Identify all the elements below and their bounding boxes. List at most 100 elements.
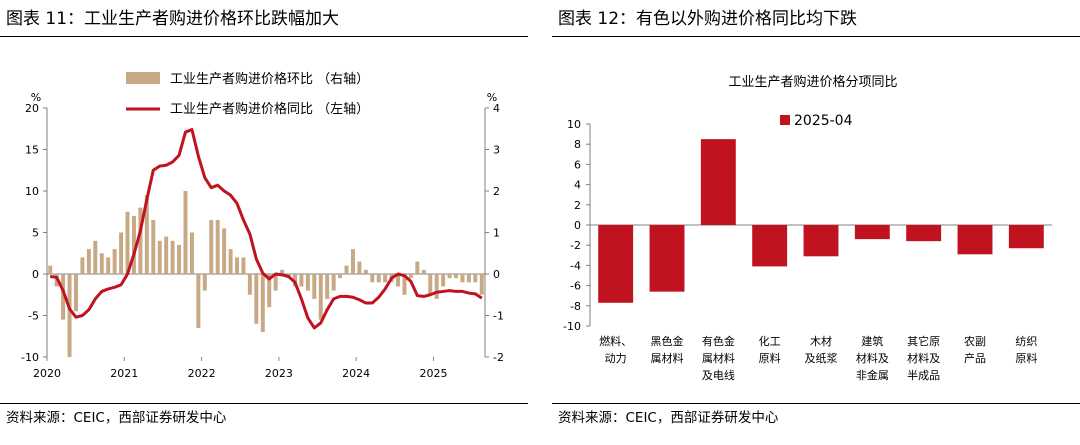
right-tick-label: 3	[493, 144, 500, 157]
category-label: 木材	[810, 334, 832, 348]
mom-bar	[80, 257, 85, 274]
legend-line-label: 工业生产者购进价格同比 （左轴）	[170, 101, 369, 117]
mom-bar	[479, 274, 484, 295]
left-tick-label: 20	[25, 102, 39, 115]
category-label: 属材料	[702, 351, 735, 365]
y-tick-label: -8	[570, 300, 581, 313]
category-label: 非金属	[856, 368, 889, 382]
mom-bar	[106, 257, 111, 274]
yoy-line	[50, 128, 483, 330]
mom-bar	[260, 274, 265, 333]
mom-bar	[189, 232, 194, 274]
figure-11-header-rule	[0, 36, 528, 37]
mom-bar	[215, 220, 220, 274]
mom-bar	[131, 215, 136, 274]
figure-12-header-rule	[552, 36, 1080, 37]
right-tick-label: 1	[493, 227, 500, 240]
y-tick-label: 2	[574, 199, 581, 212]
mom-bar	[376, 274, 381, 283]
mom-bar	[338, 274, 343, 279]
mom-bar	[280, 269, 285, 274]
mom-bar	[370, 274, 375, 283]
mom-bar	[415, 261, 420, 274]
mom-bar	[222, 228, 227, 274]
left-tick-label: -10	[21, 351, 39, 364]
category-bar	[854, 225, 890, 240]
mom-bar	[344, 265, 349, 274]
left-tick-label: 0	[32, 268, 39, 281]
category-bar	[906, 225, 942, 242]
mom-bar	[202, 274, 207, 291]
mom-bar	[408, 274, 413, 279]
mom-bar	[151, 220, 156, 274]
figure-12-header: 图表 12：有色以外购进价格同比均下跌	[558, 9, 858, 29]
right-tick-label: -1	[493, 310, 504, 323]
x-tick-label: 2025	[419, 367, 447, 380]
mom-bar	[357, 261, 362, 274]
legend-bar-swatch	[126, 72, 160, 84]
right-tick-label: 0	[493, 268, 500, 281]
figure-12-source-rule	[552, 403, 1080, 404]
mom-bar	[235, 257, 240, 274]
mom-bar	[144, 195, 149, 274]
category-label: 及纸浆	[805, 351, 838, 365]
category-label: 农副	[964, 334, 986, 348]
category-bar	[957, 225, 993, 255]
figure-11-source-rule	[0, 403, 528, 404]
mom-bar	[447, 274, 452, 279]
mom-bar	[61, 274, 66, 320]
category-label: 原料	[1015, 351, 1037, 365]
right-tick-label: -2	[493, 351, 504, 364]
mom-bar	[48, 265, 53, 274]
category-bar	[649, 225, 685, 292]
category-label: 产品	[964, 351, 986, 365]
mom-bar	[254, 274, 259, 324]
left-tick-label: 10	[25, 185, 39, 198]
mom-bar	[396, 274, 401, 287]
y-tick-label: 10	[567, 118, 581, 131]
mom-bar	[305, 274, 310, 291]
legend-bar-label: 工业生产者购进价格环比 （右轴）	[170, 71, 369, 87]
x-tick-label: 2023	[265, 367, 293, 380]
figure-12-source: 资料来源：CEIC，西部证券研发中心	[558, 410, 779, 426]
left-tick-label: 5	[32, 227, 39, 240]
category-bar	[598, 225, 634, 303]
mom-bar	[441, 274, 446, 287]
mom-bar	[196, 274, 201, 328]
y-tick-label: -10	[563, 320, 581, 333]
mom-bar	[299, 274, 304, 287]
mom-bar	[157, 240, 162, 274]
category-label: 材料及	[907, 351, 940, 365]
mom-bar	[383, 274, 388, 283]
category-label: 及电线	[702, 368, 735, 382]
x-tick-label: 2021	[110, 367, 138, 380]
y-tick-label: -6	[570, 280, 581, 293]
category-label: 化工	[759, 334, 781, 348]
mom-bar	[454, 274, 459, 279]
mom-bar	[350, 249, 355, 274]
figure-12-chart: 工业生产者购进价格分项同比 2025-04 -10 -8 -6 -4 -2 0 2 4 6 8 10 燃料…	[563, 74, 1052, 382]
mom-bar	[312, 274, 317, 299]
figure-11-source: 资料来源：CEIC，西部证券研发中心	[6, 410, 227, 426]
left-tick-label: 15	[25, 144, 39, 157]
category-label: 黑色金	[651, 334, 684, 348]
mom-bar	[241, 257, 246, 274]
left-tick-label: -5	[28, 310, 39, 323]
mom-bar	[434, 274, 439, 299]
mom-bar	[164, 236, 169, 274]
mom-bar	[292, 274, 297, 287]
mom-bar	[466, 274, 471, 283]
chart-title: 工业生产者购进价格分项同比	[728, 74, 897, 90]
category-label: 有色金	[702, 334, 735, 348]
y-tick-label: 4	[574, 179, 581, 192]
category-label: 半成品	[907, 368, 940, 382]
mom-bar	[402, 274, 407, 295]
mom-bar	[170, 240, 175, 274]
mom-bar	[318, 274, 323, 320]
y-tick-label: 8	[574, 138, 581, 151]
category-label: 纺织	[1015, 334, 1037, 348]
category-label: 材料及	[856, 351, 889, 365]
x-tick-label: 2022	[188, 367, 216, 380]
